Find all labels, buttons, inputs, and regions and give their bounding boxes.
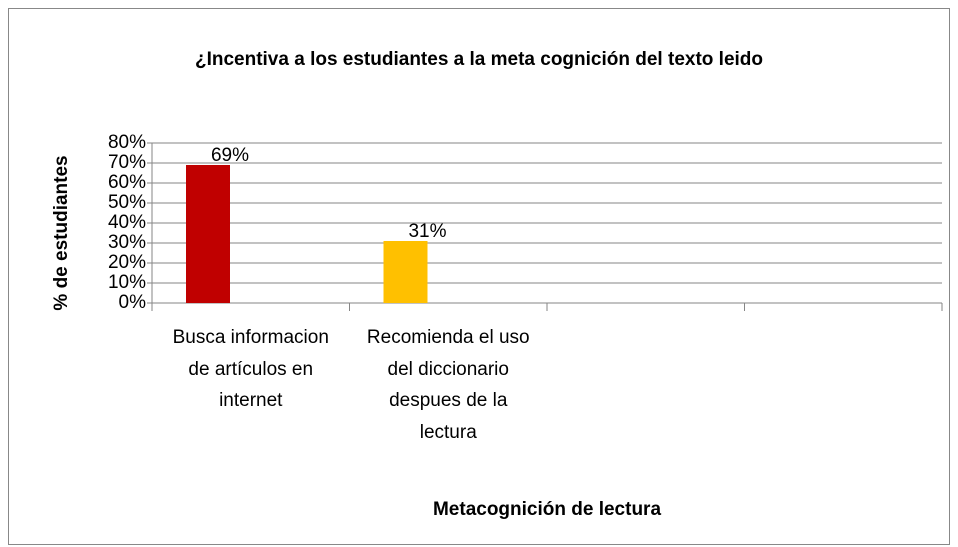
y-axis-title: % de estudiantes	[51, 155, 72, 310]
x-axis-title: Metacognición de lectura	[433, 499, 661, 520]
y-tick-label: 50%	[108, 192, 146, 213]
y-tick-label: 80%	[108, 132, 146, 153]
y-tick-label: 30%	[108, 232, 146, 253]
data-label: 31%	[408, 221, 446, 242]
data-label: 69%	[211, 145, 249, 166]
bar	[186, 165, 230, 303]
y-tick-label: 60%	[108, 172, 146, 193]
y-tick-label: 10%	[108, 272, 146, 293]
bar	[383, 241, 428, 303]
chart-title: ¿Incentiva a los estudiantes a la meta c…	[195, 49, 763, 70]
y-tick-label: 40%	[108, 212, 146, 233]
y-tick-label: 70%	[108, 152, 146, 173]
y-tick-label: 20%	[108, 252, 146, 273]
y-tick-label: 0%	[119, 292, 147, 313]
chart-border	[8, 8, 950, 545]
x-tick-label: Busca informacion de artículos en intern…	[172, 327, 329, 411]
x-tick-label: Recomienda el uso del diccionario despue…	[366, 327, 530, 443]
